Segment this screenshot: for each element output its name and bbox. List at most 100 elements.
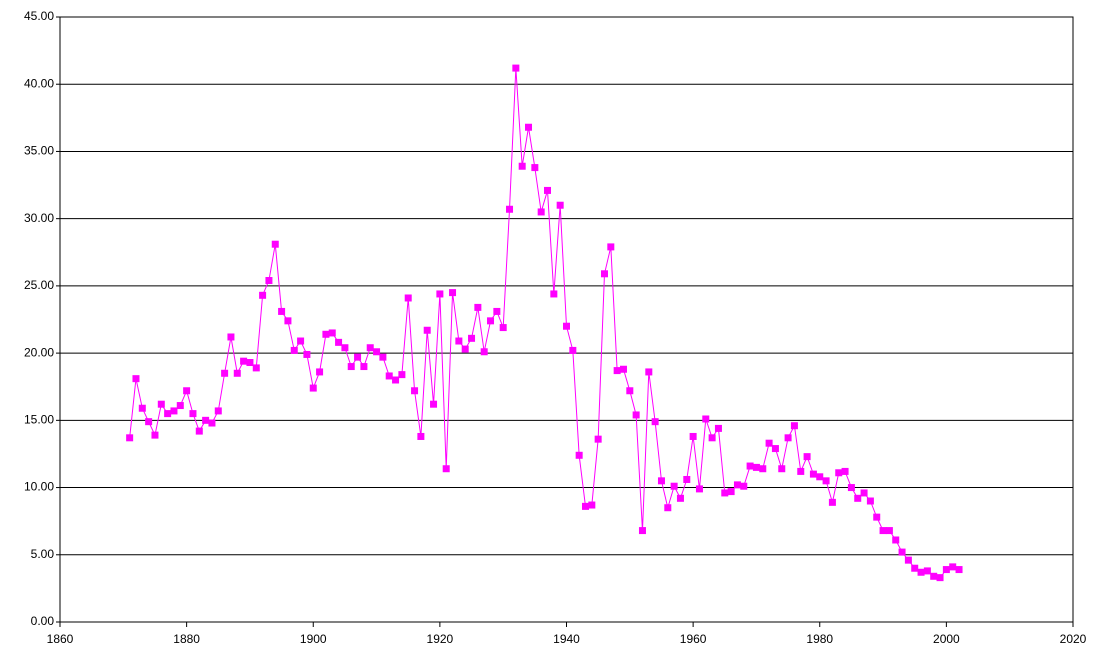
data-point — [347, 363, 355, 371]
data-point — [449, 289, 457, 297]
data-point — [619, 365, 627, 373]
data-point — [746, 462, 754, 470]
data-point — [518, 162, 526, 170]
data-point — [512, 64, 520, 72]
data-point — [335, 338, 343, 346]
y-tick-label: 15.00 — [24, 413, 54, 427]
data-point — [765, 439, 773, 447]
x-tick-label: 1900 — [300, 632, 327, 646]
data-point — [651, 418, 659, 426]
data-point — [721, 489, 729, 497]
data-point — [854, 494, 862, 502]
data-point — [740, 482, 748, 490]
data-point — [613, 367, 621, 375]
data-point — [164, 410, 172, 418]
data-point — [233, 369, 241, 377]
y-tick-label: 25.00 — [24, 278, 54, 292]
data-point — [366, 344, 374, 352]
y-tick-label: 20.00 — [24, 345, 54, 359]
data-point — [949, 563, 957, 571]
data-point — [942, 566, 950, 574]
y-tick-label: 0.00 — [31, 614, 55, 628]
data-point — [702, 415, 710, 423]
x-tick-label: 2000 — [933, 632, 960, 646]
data-point — [822, 477, 830, 485]
y-tick-label: 5.00 — [31, 547, 55, 561]
data-point — [759, 465, 767, 473]
data-point — [417, 432, 425, 440]
data-point — [638, 527, 646, 535]
data-point — [550, 290, 558, 298]
data-point — [892, 536, 900, 544]
data-point — [423, 326, 431, 334]
x-tick-label: 1980 — [806, 632, 833, 646]
data-point — [461, 345, 469, 353]
data-point — [657, 477, 665, 485]
data-point — [297, 337, 305, 345]
data-point — [835, 469, 843, 477]
data-point — [784, 434, 792, 442]
data-point — [752, 463, 760, 471]
data-point — [506, 205, 514, 213]
data-point — [816, 473, 824, 481]
data-point — [290, 346, 298, 354]
data-point — [176, 402, 184, 410]
data-point — [904, 556, 912, 564]
data-point — [733, 481, 741, 489]
data-point — [265, 277, 273, 285]
data-point — [373, 348, 381, 356]
data-point — [626, 387, 634, 395]
data-point — [271, 240, 279, 248]
data-point — [797, 467, 805, 475]
data-point — [588, 501, 596, 509]
data-point — [259, 291, 267, 299]
data-point — [404, 294, 412, 302]
data-point — [866, 497, 874, 505]
x-tick-label: 1880 — [173, 632, 200, 646]
data-point — [911, 564, 919, 572]
x-tick-label: 2020 — [1060, 632, 1087, 646]
data-point — [879, 527, 887, 535]
data-point — [328, 329, 336, 337]
x-tick-label: 1960 — [680, 632, 707, 646]
data-point — [170, 407, 178, 415]
data-point — [132, 375, 140, 383]
data-point — [809, 470, 817, 478]
data-point — [278, 307, 286, 315]
data-point — [569, 346, 577, 354]
data-point — [126, 434, 134, 442]
data-point — [138, 404, 146, 412]
data-point — [411, 387, 419, 395]
y-tick-label: 10.00 — [24, 480, 54, 494]
data-point — [575, 451, 583, 459]
data-point — [487, 317, 495, 325]
data-point — [898, 548, 906, 556]
data-point — [189, 410, 197, 418]
data-point — [252, 364, 260, 372]
data-point — [455, 337, 463, 345]
data-point — [873, 513, 881, 521]
data-point — [828, 498, 836, 506]
data-point — [544, 186, 552, 194]
data-point — [771, 445, 779, 453]
x-tick-label: 1860 — [47, 632, 74, 646]
data-point — [316, 368, 324, 376]
data-point — [214, 407, 222, 415]
data-point — [708, 434, 716, 442]
y-tick-label: 45.00 — [24, 9, 54, 23]
data-point — [436, 290, 444, 298]
data-point — [531, 164, 539, 172]
x-tick-label: 1920 — [427, 632, 454, 646]
data-point — [430, 400, 438, 408]
y-tick-label: 35.00 — [24, 144, 54, 158]
data-point — [208, 419, 216, 427]
data-point — [360, 363, 368, 371]
data-point — [468, 334, 476, 342]
data-point — [379, 353, 387, 361]
data-point — [841, 467, 849, 475]
data-point — [284, 317, 292, 325]
data-point — [151, 431, 159, 439]
data-point — [145, 418, 153, 426]
data-point — [670, 482, 678, 490]
